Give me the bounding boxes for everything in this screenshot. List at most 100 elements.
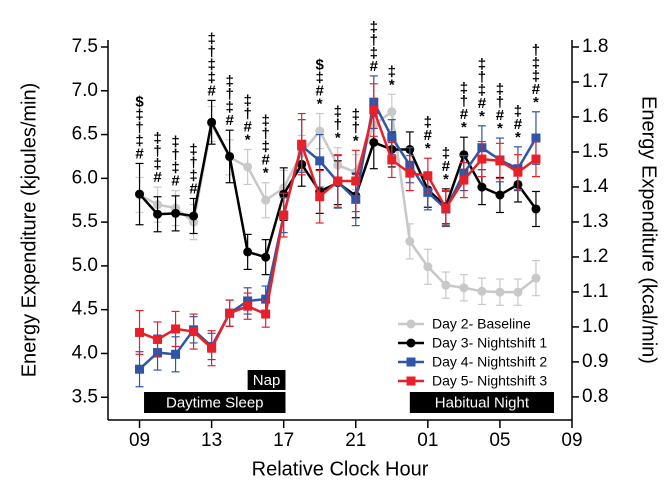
marker: [459, 150, 469, 160]
annotation-symbol: ‡: [135, 106, 143, 123]
marker: [405, 236, 415, 246]
annotation-symbol: #: [189, 180, 198, 197]
marker: [387, 155, 397, 165]
marker: [171, 349, 181, 359]
annotation-symbol: ‡: [532, 55, 540, 72]
annotation-symbol: ‡: [153, 130, 161, 147]
marker: [261, 252, 271, 262]
marker: [369, 105, 379, 115]
annotation-symbol: *: [389, 76, 395, 93]
marker: [459, 283, 469, 293]
period-bar: [144, 392, 286, 413]
annotation-symbol: #: [460, 106, 469, 123]
marker: [153, 209, 163, 219]
annotation: ‡†‡#*: [478, 56, 487, 125]
annotation-symbol: #: [496, 107, 505, 124]
x-tick-label: 01: [417, 430, 438, 451]
annotation: ‡†#*: [496, 81, 505, 137]
period-bar: [409, 392, 554, 413]
y2-tick-label: 1.0: [582, 316, 608, 337]
marker: [531, 273, 541, 283]
y-tick-label: 4.5: [72, 299, 98, 320]
x-axis-label: Relative Clock Hour: [252, 458, 429, 480]
annotation: ‡†#*: [460, 80, 469, 136]
annotation-symbol: ‡: [460, 80, 468, 97]
marker: [459, 175, 469, 185]
annotation-symbol: #: [532, 81, 541, 98]
marker: [135, 189, 145, 199]
annotation: ‡†‡#: [189, 141, 198, 197]
marker: [369, 137, 379, 147]
annotation: ‡#*: [424, 114, 433, 157]
marker: [189, 211, 199, 221]
marker: [477, 182, 487, 192]
y2-tick-label: 1.1: [582, 281, 608, 302]
annotation-symbol: #: [370, 58, 379, 75]
annotation: ‡†*: [334, 104, 342, 147]
marker: [477, 286, 487, 296]
annotation-symbol: *: [461, 119, 467, 136]
marker: [279, 210, 289, 220]
annotation-symbol: †: [225, 86, 233, 103]
annotation-symbol: ‡: [261, 113, 269, 130]
y2-tick-label: 1.2: [582, 246, 608, 267]
legend-label: Day 4- Nightshift 2: [432, 354, 547, 370]
annotation: ‡†#*: [243, 92, 252, 148]
marker: [513, 167, 523, 177]
annotation-symbol: †: [352, 119, 360, 136]
marker: [225, 308, 235, 318]
marker: [135, 364, 145, 374]
y2-tick-label: 1.3: [582, 211, 608, 232]
annotation-symbol: *: [515, 129, 521, 146]
marker: [405, 168, 415, 178]
annotation: ‡†‡#: [171, 134, 180, 190]
annotation-symbol: ‡: [352, 106, 360, 123]
legend-marker: [406, 338, 416, 348]
period-bar: [247, 370, 286, 390]
marker: [135, 327, 145, 337]
marker: [243, 247, 253, 257]
y2-tick-label: 0.9: [582, 351, 608, 372]
annotation-symbol: ‡: [153, 156, 161, 173]
x-tick-label: 09: [129, 430, 150, 451]
y-tick-label: 6.5: [72, 124, 98, 145]
annotation-symbol: *: [335, 130, 341, 147]
y-tick-label: 5.0: [72, 255, 98, 276]
annotation-symbol: ‡: [388, 63, 396, 80]
annotation-symbol: $: [316, 57, 325, 74]
legend-marker: [406, 376, 416, 386]
annotation: $‡†‡#: [135, 93, 144, 162]
annotation-symbol: ‡: [207, 56, 215, 73]
annotation-symbol: †: [207, 43, 215, 60]
annotation-symbol: ‡: [135, 132, 143, 149]
annotation: †‡‡#*: [532, 42, 541, 111]
annotation-symbol: †: [153, 143, 161, 160]
annotation-symbol: ‡: [478, 82, 486, 99]
marker: [297, 139, 307, 149]
legend-label: Day 5- Nightshift 3: [432, 373, 547, 389]
annotation: ‡†‡#: [370, 19, 379, 75]
annotation-symbol: †: [532, 42, 540, 59]
annotation-symbol: ‡: [225, 73, 233, 90]
annotation-symbol: ‡: [225, 99, 233, 116]
y-tick-label: 7.5: [72, 36, 98, 57]
marker: [531, 133, 541, 143]
annotation-symbol: ‡: [171, 134, 179, 151]
annotation-symbol: *: [533, 94, 539, 111]
annotation-symbol: #: [225, 112, 234, 129]
annotation: ‡†‡#*: [261, 113, 270, 182]
annotation-symbol: ‡: [424, 114, 432, 131]
annotation-symbol: †: [189, 154, 197, 171]
marker: [423, 262, 433, 272]
annotation-symbol: $: [135, 93, 144, 110]
annotation: ‡*: [388, 63, 396, 93]
period-label: Nap: [253, 372, 281, 389]
marker: [261, 294, 271, 304]
y2-axis-label: Energy Expenditure (kcal/min): [638, 96, 660, 364]
marker: [225, 151, 235, 161]
y2-tick-label: 1.5: [582, 141, 608, 162]
marker: [171, 324, 181, 334]
marker: [243, 301, 253, 311]
annotation-symbol: #: [207, 82, 216, 99]
